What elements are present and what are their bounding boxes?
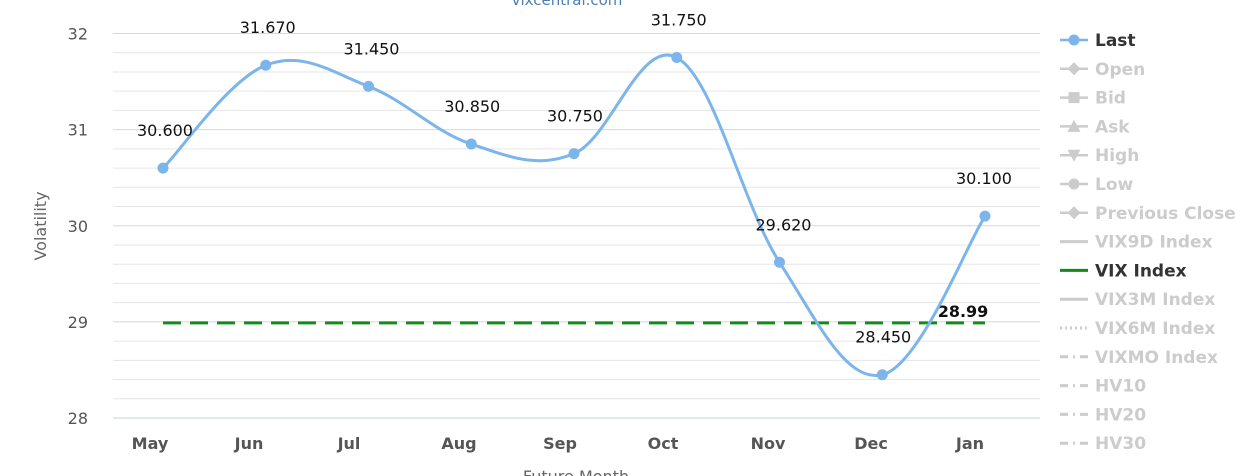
legend-diamond-icon bbox=[1067, 62, 1081, 76]
legend-item-last[interactable]: Last bbox=[1060, 31, 1136, 51]
legend-label: Bid bbox=[1095, 89, 1126, 109]
last-point bbox=[979, 210, 991, 222]
last-data-label: 31.750 bbox=[651, 11, 707, 30]
legend-label: Previous Close bbox=[1095, 204, 1236, 224]
y-tick-label: 32 bbox=[68, 25, 88, 44]
x-tick-label: May bbox=[132, 434, 169, 453]
legend-item-previous-close[interactable]: Previous Close bbox=[1060, 204, 1236, 224]
legend-label: VIX9D Index bbox=[1095, 233, 1213, 253]
last-data-label: 31.670 bbox=[240, 18, 296, 37]
last-point bbox=[671, 52, 683, 64]
legend-triangle-down-icon bbox=[1067, 149, 1081, 162]
x-tick-label: Jul bbox=[337, 434, 361, 453]
last-data-label: 29.620 bbox=[756, 215, 812, 234]
vix-index-data-label: 28.99 bbox=[938, 302, 989, 321]
legend-label: Low bbox=[1095, 175, 1134, 195]
legend-item-bid[interactable]: Bid bbox=[1060, 89, 1126, 109]
legend-item-vixmo-index[interactable]: VIXMO Index bbox=[1060, 348, 1218, 368]
last-data-label: 30.750 bbox=[547, 107, 603, 126]
legend-item-hv10[interactable]: HV10 bbox=[1060, 377, 1146, 397]
last-data-label: 30.850 bbox=[444, 97, 500, 116]
legend-triangle-icon bbox=[1067, 119, 1081, 132]
last-data-label: 28.450 bbox=[855, 328, 911, 347]
y-tick-label: 31 bbox=[68, 121, 88, 140]
site-credit: vixcentral.com bbox=[512, 0, 623, 9]
last-point bbox=[260, 59, 272, 71]
legend-item-hv20[interactable]: HV20 bbox=[1060, 405, 1146, 425]
x-axis-title: Future Month bbox=[523, 467, 629, 476]
y-tick-label: 29 bbox=[68, 313, 88, 332]
last-point bbox=[774, 256, 785, 268]
y-axis-title: Volatility bbox=[31, 191, 50, 260]
legend-label: HV10 bbox=[1095, 377, 1146, 397]
last-point bbox=[465, 138, 477, 150]
legend-item-high[interactable]: High bbox=[1060, 146, 1139, 166]
x-tick-label: Dec bbox=[854, 434, 888, 453]
last-data-label: 30.600 bbox=[137, 121, 193, 140]
legend-label: HV20 bbox=[1095, 405, 1146, 425]
x-tick-label: Oct bbox=[648, 434, 679, 453]
x-tick-label: Nov bbox=[751, 434, 786, 453]
last-point bbox=[157, 162, 169, 174]
last-point bbox=[363, 80, 374, 92]
legend-diamond-icon bbox=[1067, 206, 1081, 220]
legend-label: High bbox=[1095, 146, 1139, 166]
last-series: 30.600 31.670 31.450 30.850 30.750 31.750 29.6… bbox=[137, 11, 1012, 381]
grid-lines bbox=[113, 33, 1040, 419]
legend-item-vix3m-index[interactable]: VIX3M Index bbox=[1060, 290, 1215, 310]
x-tick-label: Jun bbox=[234, 434, 264, 453]
x-tick-label: Jan bbox=[955, 434, 984, 453]
y-tick-label: 30 bbox=[68, 217, 88, 236]
legend-label: VIX6M Index bbox=[1095, 319, 1215, 339]
x-axis-ticks: May Jun Jul Aug Sep Oct Nov Dec Jan bbox=[132, 434, 984, 453]
last-point bbox=[876, 369, 888, 381]
legend-label: VIX Index bbox=[1095, 261, 1187, 281]
legend-item-vix9d-index[interactable]: VIX9D Index bbox=[1060, 233, 1213, 253]
y-tick-label: 28 bbox=[68, 409, 88, 428]
x-tick-label: Sep bbox=[543, 434, 577, 453]
legend-item-vix-index[interactable]: VIX Index bbox=[1060, 261, 1187, 281]
legend-label: Open bbox=[1095, 60, 1145, 80]
vix-index-series: 28.99 bbox=[163, 300, 990, 325]
y-axis-ticks: 28 29 30 31 32 bbox=[68, 25, 88, 429]
legend-square-icon bbox=[1068, 92, 1080, 104]
legend-item-hv30[interactable]: HV30 bbox=[1060, 434, 1146, 454]
legend: Last Open Bid Ask High Low Previous Close VIX9D… bbox=[1060, 31, 1236, 454]
last-data-label: 30.100 bbox=[956, 169, 1012, 188]
x-tick-label: Aug bbox=[441, 434, 476, 453]
legend-label: Last bbox=[1095, 31, 1136, 51]
last-point bbox=[568, 148, 580, 160]
legend-circle-icon bbox=[1068, 178, 1080, 190]
legend-label: VIX3M Index bbox=[1095, 290, 1215, 310]
last-series-line bbox=[161, 53, 987, 377]
last-data-label: 31.450 bbox=[344, 39, 400, 58]
legend-label: VIXMO Index bbox=[1095, 348, 1218, 368]
legend-item-ask[interactable]: Ask bbox=[1060, 117, 1130, 137]
legend-label: HV30 bbox=[1095, 434, 1146, 454]
legend-circle-icon bbox=[1068, 34, 1080, 46]
legend-label: Ask bbox=[1095, 117, 1130, 137]
legend-item-vix6m-index[interactable]: VIX6M Index bbox=[1060, 319, 1215, 339]
legend-item-low[interactable]: Low bbox=[1060, 175, 1134, 195]
legend-item-open[interactable]: Open bbox=[1060, 60, 1145, 80]
